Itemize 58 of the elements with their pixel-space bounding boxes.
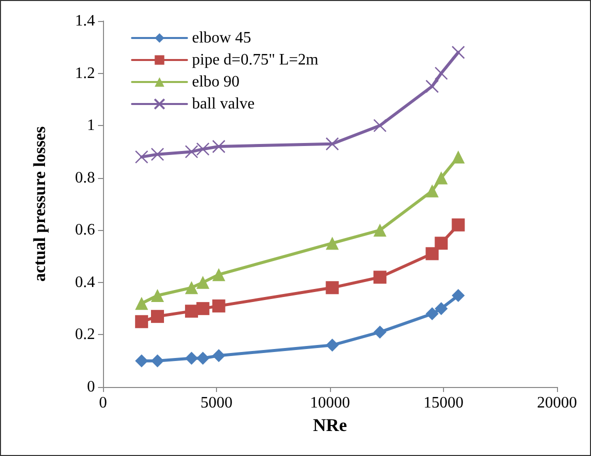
point: [373, 224, 386, 237]
y-tick-label: 0.8: [75, 169, 95, 186]
x-tick-label: 20000: [537, 394, 577, 412]
point: [452, 46, 465, 60]
point: [452, 289, 465, 302]
point: [135, 315, 148, 328]
point: [373, 118, 387, 132]
point: [196, 352, 210, 365]
point: [196, 276, 210, 289]
point: [185, 281, 198, 294]
y-tick-label: 1.2: [75, 64, 95, 82]
point: [426, 80, 439, 94]
point: [452, 150, 465, 164]
x-tick-label: 5000: [200, 394, 232, 412]
point: [434, 171, 448, 184]
y-tick-label: 1: [87, 117, 95, 134]
point: [326, 281, 339, 294]
point: [434, 302, 448, 316]
x-tick-label: 10000: [310, 394, 350, 412]
point: [184, 145, 198, 158]
x-tick-label: 15000: [424, 394, 464, 412]
point: [150, 310, 164, 323]
point: [212, 140, 226, 154]
y-tick-label: 0.2: [75, 326, 95, 344]
x-axis-title: NRe: [313, 414, 347, 435]
point: [134, 150, 148, 164]
legend-label: elbow 45: [192, 30, 252, 46]
y-tick-label: 0: [87, 378, 95, 396]
legend-label: pipe d=0.75" L=2m: [192, 52, 319, 68]
y-tick-label: 0.4: [75, 274, 95, 291]
point: [212, 268, 226, 282]
point: [196, 142, 210, 156]
point: [185, 304, 198, 318]
point: [326, 236, 339, 250]
y-tick-label: 1.4: [75, 12, 95, 30]
point: [212, 349, 226, 362]
point: [373, 270, 386, 284]
x-tick-label: 0: [99, 394, 107, 412]
point: [326, 338, 339, 352]
legend-label: ball valve: [192, 96, 255, 112]
point: [452, 218, 465, 232]
y-axis-title: actual pressure losses: [30, 126, 49, 282]
point: [373, 326, 386, 339]
point: [212, 299, 226, 312]
point: [135, 296, 148, 310]
point: [150, 289, 164, 302]
point: [426, 184, 439, 198]
point: [426, 247, 439, 260]
point: [185, 352, 198, 365]
point: [426, 307, 439, 320]
point: [135, 354, 148, 368]
point: [150, 354, 164, 368]
point: [326, 137, 339, 151]
legend-label: elbo 90: [192, 74, 240, 90]
point: [196, 302, 210, 316]
y-tick-label: 0.6: [75, 222, 95, 239]
point: [434, 236, 448, 250]
point: [150, 148, 164, 161]
